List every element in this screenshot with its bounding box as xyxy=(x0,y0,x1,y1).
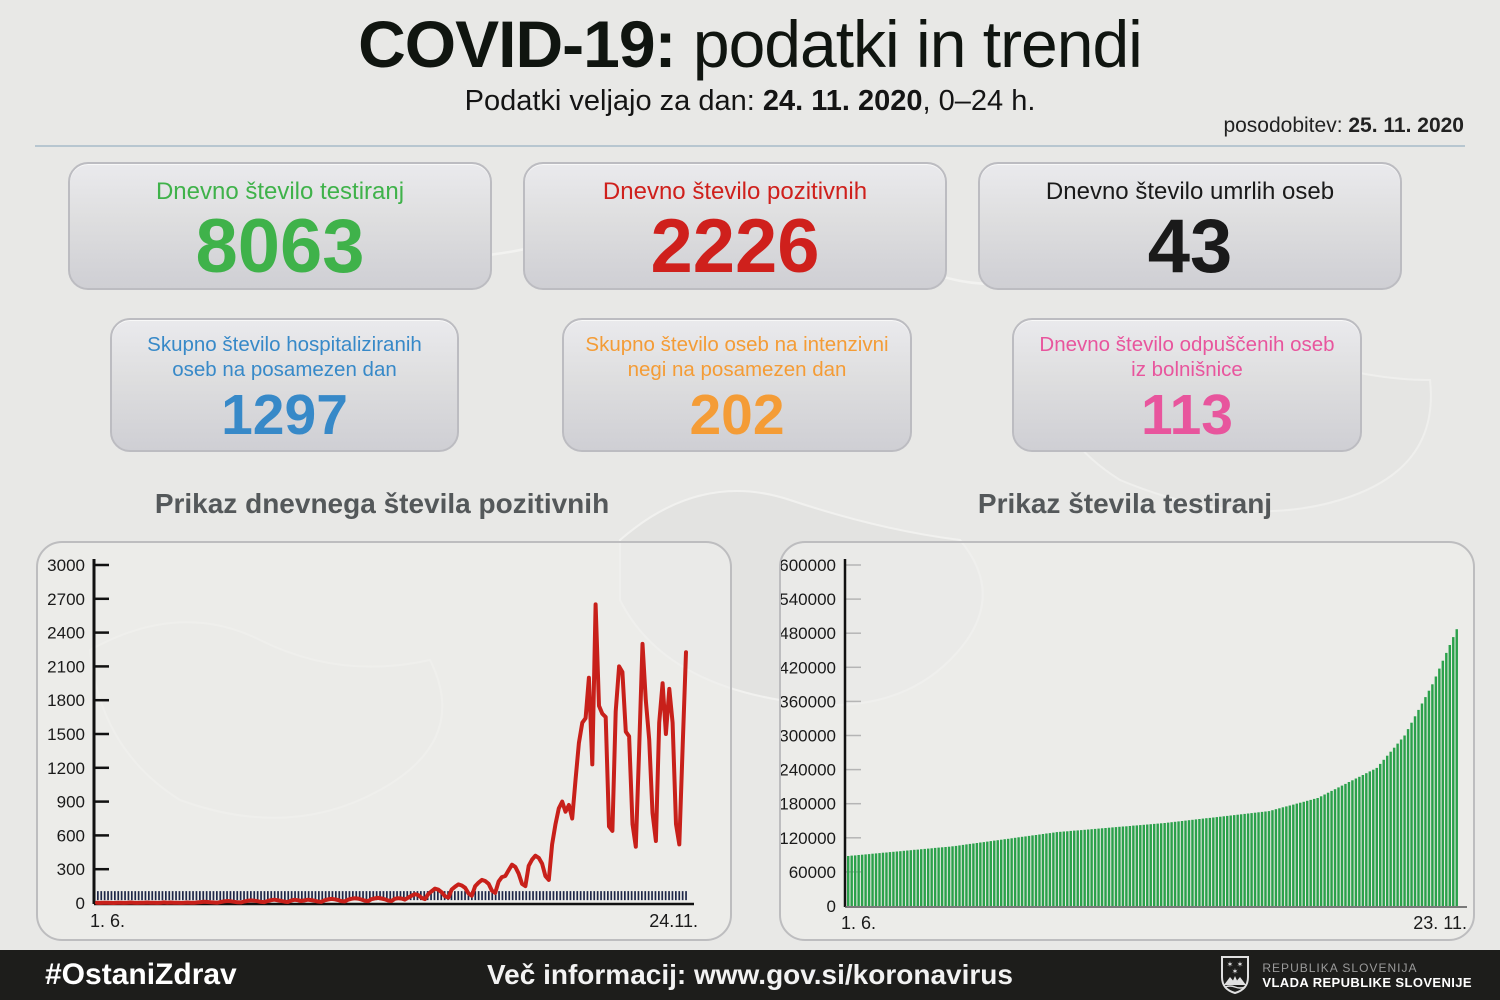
card-discharged-value: 113 xyxy=(1141,383,1233,447)
card-icu-title: Skupno število oseb na intenzivni negi n… xyxy=(585,333,889,381)
page-title: COVID-19: podatki in trendi xyxy=(0,0,1500,79)
svg-text:540000: 540000 xyxy=(781,590,836,609)
gov-line1: REPUBLIKA SLOVENIJA xyxy=(1262,960,1418,975)
card-daily-deaths-title: Dnevno število umrlih oseb xyxy=(1045,178,1335,205)
card-daily-deaths: Dnevno število umrlih oseb 43 xyxy=(978,162,1402,290)
subtitle-date: 24. 11. 2020 xyxy=(762,85,923,118)
svg-text:600000: 600000 xyxy=(781,556,836,575)
coat-of-arms-icon: ✶ ✶ ✶ xyxy=(1221,956,1250,995)
svg-text:2400: 2400 xyxy=(47,624,85,643)
svg-text:120000: 120000 xyxy=(781,829,836,848)
svg-text:600: 600 xyxy=(57,826,85,845)
page-subtitle: Podatki veljajo za dan: 24. 11. 2020, 0–… xyxy=(0,85,1500,118)
tests-chart-panel: 0 60000 120000 180000 240000 300000 360000 4200… xyxy=(779,541,1475,941)
svg-text:1. 6.: 1. 6. xyxy=(841,913,876,933)
card-hospitalized-value: 1297 xyxy=(221,383,348,447)
svg-text:2700: 2700 xyxy=(47,590,85,609)
svg-text:✶: ✶ xyxy=(1227,960,1234,969)
svg-text:✶: ✶ xyxy=(1237,960,1244,969)
tests-bar-chart: 0 60000 120000 180000 240000 300000 360000 4200… xyxy=(781,556,1467,933)
svg-text:180000: 180000 xyxy=(781,795,836,814)
svg-text:1800: 1800 xyxy=(47,691,85,710)
chart-title-tests: Prikaz števila testiranj xyxy=(977,488,1273,519)
update-value: 25. 11. 2020 xyxy=(1348,114,1464,137)
svg-text:480000: 480000 xyxy=(781,624,836,643)
subtitle-prefix: Podatki veljajo za dan: xyxy=(464,85,763,118)
government-name: REPUBLIKA SLOVENIJA VLADA REPUBLIKE SLOV… xyxy=(1262,961,1472,990)
card-icu-value: 202 xyxy=(689,383,785,447)
svg-text:0: 0 xyxy=(76,894,85,913)
update-date: posodobitev: 25. 11. 2020 xyxy=(1223,114,1464,138)
card-daily-tests-title: Dnevno število testiranj xyxy=(155,178,405,205)
page-title-rest: podatki in trendi xyxy=(675,7,1143,81)
svg-text:900: 900 xyxy=(57,793,85,812)
svg-text:2100: 2100 xyxy=(47,657,85,676)
svg-text:24.11.: 24.11. xyxy=(649,911,698,931)
svg-text:1500: 1500 xyxy=(47,725,85,744)
card-discharged-title: Dnevno število odpuščenih oseb iz bolniš… xyxy=(1039,333,1335,381)
page-title-bold: COVID-19: xyxy=(358,7,676,81)
card-daily-tests: Dnevno število testiranj 8063 xyxy=(68,162,492,290)
svg-text:420000: 420000 xyxy=(781,658,836,677)
positives-line-chart: 0 300 600 900 1200 1500 1800 2100 2400 2700 3000 1.… xyxy=(47,556,698,931)
svg-text:60000: 60000 xyxy=(789,863,836,882)
card-daily-tests-value: 8063 xyxy=(195,204,365,290)
footer-info-url: Več informacij: www.gov.si/koronavirus xyxy=(487,959,1013,990)
svg-text:23. 11.: 23. 11. xyxy=(1413,913,1467,933)
svg-text:240000: 240000 xyxy=(781,761,836,780)
government-logo: ✶ ✶ ✶ REPUBLIKA SLOVENIJA VLADA REPUBLIK… xyxy=(1220,955,1472,995)
positives-chart-panel: 0 300 600 900 1200 1500 1800 2100 2400 2700 3000 1.… xyxy=(36,541,732,941)
svg-text:1200: 1200 xyxy=(47,759,85,778)
svg-text:360000: 360000 xyxy=(781,692,836,711)
card-discharged: Dnevno število odpuščenih oseb iz bolniš… xyxy=(1012,318,1362,452)
hashtag-ostanizdrav: #OstaniZdrav xyxy=(45,958,237,991)
svg-text:300: 300 xyxy=(57,860,85,879)
card-daily-positive-title: Dnevno število pozitivnih xyxy=(602,178,868,205)
svg-text:✶: ✶ xyxy=(1232,967,1239,976)
footer: #OstaniZdrav Več informacij: www.gov.si/… xyxy=(0,950,1500,1000)
subtitle-suffix: , 0–24 h. xyxy=(922,85,1036,118)
svg-text:0: 0 xyxy=(827,897,836,916)
svg-text:3000: 3000 xyxy=(47,556,85,575)
chart-title-positives: Prikaz dnevnega števila pozitivnih xyxy=(154,488,610,519)
card-hospitalized-title: Skupno število hospitaliziranih oseb na … xyxy=(147,333,422,381)
card-icu-total: Skupno število oseb na intenzivni negi n… xyxy=(562,318,912,452)
svg-text:1. 6.: 1. 6. xyxy=(90,911,125,931)
header-divider xyxy=(35,145,1465,147)
gov-line2: VLADA REPUBLIKE SLOVENIJE xyxy=(1262,974,1472,990)
update-prefix: posodobitev: xyxy=(1223,114,1349,137)
card-daily-positive: Dnevno število pozitivnih 2226 xyxy=(523,162,947,290)
card-daily-positive-value: 2226 xyxy=(650,204,820,290)
card-daily-deaths-value: 43 xyxy=(1147,204,1233,290)
card-hospitalized-total: Skupno število hospitaliziranih oseb na … xyxy=(110,318,459,452)
svg-text:300000: 300000 xyxy=(781,727,836,746)
